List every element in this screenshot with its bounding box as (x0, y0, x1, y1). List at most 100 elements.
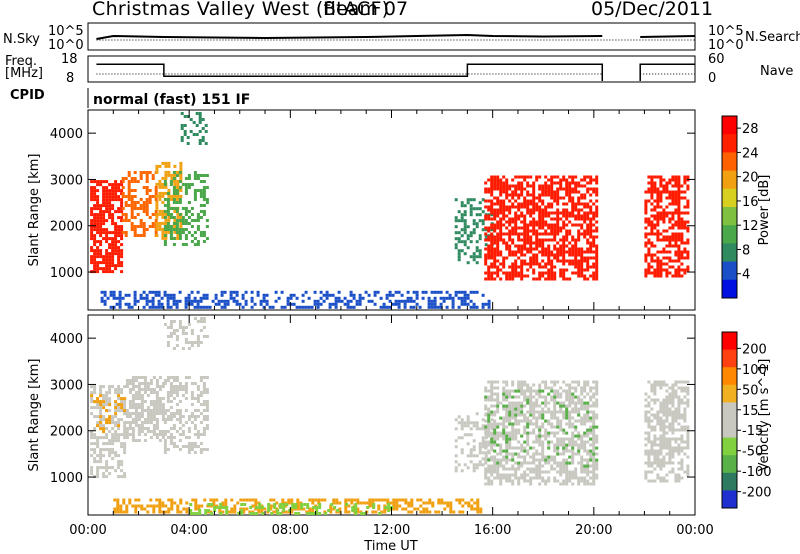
heatmap-cell (656, 398, 660, 402)
heatmap-cell (407, 504, 411, 508)
heatmap-cell (586, 190, 590, 194)
heatmap-cell (167, 188, 171, 192)
heatmap-cell (463, 290, 467, 294)
heatmap-cell (580, 271, 584, 275)
heatmap-cell (565, 250, 569, 254)
heatmap-cell (140, 403, 144, 406)
heatmap-cell (96, 436, 100, 440)
heatmap-cell (187, 436, 191, 439)
heatmap-cell (316, 299, 320, 303)
heatmap-cell (565, 268, 569, 272)
heatmap-cell (193, 442, 197, 445)
heatmap-cell (490, 395, 494, 399)
heatmap-cell (544, 175, 548, 179)
heatmap-cell (273, 503, 277, 506)
heatmap-cell (128, 415, 132, 418)
heatmap-cell (103, 299, 107, 303)
heatmap-cell (526, 425, 530, 429)
heatmap-cell (680, 389, 684, 393)
heatmap-cell (202, 231, 206, 234)
heatmap-cell (233, 504, 237, 508)
heatmap-cell (337, 296, 341, 300)
heatmap-cell (511, 482, 515, 486)
heatmap-cell (140, 424, 144, 427)
heatmap-cell (520, 443, 524, 447)
heatmap-cell (96, 252, 100, 256)
heatmap-cell (523, 253, 527, 257)
heatmap-cell (149, 391, 153, 394)
heatmap-cell (133, 201, 137, 204)
heatmap-cell (476, 510, 480, 514)
heatmap-cell (571, 482, 575, 486)
heatmap-cell (201, 136, 205, 139)
heatmap-cell (586, 187, 590, 191)
heatmap-cell (589, 482, 593, 486)
heatmap-cell (520, 244, 524, 248)
heatmap-cell (127, 186, 131, 189)
heatmap-cell (553, 401, 557, 405)
heatmap-cell (683, 271, 687, 275)
heatmap-cell (656, 238, 660, 242)
heatmap-cell (541, 413, 545, 417)
heatmap-cell (99, 210, 103, 214)
heatmap-cell (131, 427, 135, 430)
heatmap-cell (526, 449, 530, 453)
heatmap-cell (193, 177, 197, 180)
heatmap-cell (481, 228, 485, 232)
heatmap-cell (99, 451, 103, 455)
heatmap-cell (93, 415, 97, 419)
heatmap-cell (653, 425, 657, 429)
heatmap-cell (427, 296, 431, 300)
heatmap-cell (535, 241, 539, 245)
heatmap-cell (487, 302, 491, 306)
heatmap-cell (674, 473, 678, 477)
heatmap-cell (282, 509, 286, 512)
heatmap-cell (117, 463, 121, 467)
heatmap-cell (224, 498, 228, 502)
heatmap-cell (406, 296, 410, 300)
heatmap-cell (316, 305, 320, 309)
heatmap-cell (121, 177, 125, 180)
heatmap-cell (487, 271, 491, 275)
nave-top-tick: 60 (708, 52, 725, 67)
heatmap-cell (169, 320, 173, 323)
heatmap-cell (172, 320, 176, 323)
heatmap-cell (451, 299, 455, 303)
heatmap-cell (653, 392, 657, 396)
heatmap-cell (487, 187, 491, 191)
velocity-colorbar-tick-label: 100 (742, 363, 767, 378)
heatmap-cell (117, 198, 121, 202)
heatmap-cell (680, 184, 684, 188)
heatmap-cell (550, 178, 554, 182)
heatmap-cell (680, 217, 684, 221)
heatmap-cell (647, 464, 651, 468)
heatmap-cell (493, 217, 497, 221)
heatmap-cell (674, 383, 678, 387)
heatmap-cell (674, 259, 678, 263)
heatmap-cell (595, 229, 599, 233)
heatmap-cell (529, 184, 533, 188)
heatmap-cell (105, 469, 109, 473)
heatmap-cell (178, 412, 182, 415)
heatmap-cell (161, 406, 165, 409)
heatmap-cell (595, 380, 599, 384)
heatmap-cell (313, 299, 317, 303)
heatmap-cell (671, 446, 675, 450)
heatmap-cell (583, 193, 587, 197)
heatmap-cell (274, 290, 278, 294)
heatmap-cell (532, 262, 536, 266)
heatmap-cell (490, 274, 494, 278)
heatmap-cell (120, 460, 124, 464)
heatmap-cell (112, 290, 116, 294)
heatmap-cell (541, 241, 545, 245)
heatmap-cell (425, 510, 429, 514)
heatmap-cell (547, 223, 551, 227)
heatmap-cell (499, 178, 503, 182)
heatmap-cell (508, 232, 512, 236)
heatmap-cell (562, 416, 566, 420)
heatmap-cell (145, 302, 149, 306)
heatmap-cell (120, 388, 124, 392)
heatmap-cell (472, 219, 476, 223)
heatmap-cell (199, 192, 203, 195)
heatmap-cell (158, 376, 162, 379)
